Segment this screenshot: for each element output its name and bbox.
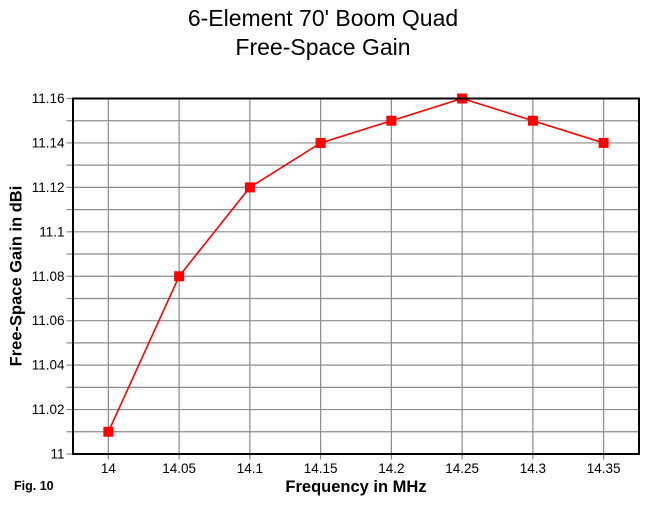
plot-frame	[72, 97, 640, 455]
data-point-marker	[598, 137, 609, 148]
x-tick-label: 14.2	[378, 461, 404, 476]
y-tick-label: 11.06	[32, 313, 65, 328]
chart-title-line1: 6-Element 70' Boom Quad	[187, 5, 459, 31]
data-point-marker	[174, 271, 185, 282]
y-tick-label: 11.08	[32, 269, 65, 284]
x-tick-label: 14.25	[445, 461, 479, 476]
x-axis-title: Frequency in MHz	[285, 478, 427, 496]
data-point-marker	[103, 426, 114, 437]
x-tick-label: 14.15	[304, 461, 338, 476]
y-tick-label: 11.1	[39, 224, 64, 239]
data-point-marker	[386, 115, 397, 126]
y-tick-label: 11.14	[32, 135, 65, 150]
data-point-marker	[315, 137, 326, 148]
y-tick-label: 11	[50, 447, 64, 462]
series-line	[107, 97, 604, 433]
y-tick-label: 11.04	[32, 358, 65, 373]
y-axis-title: Free-Space Gain in dBi	[7, 185, 26, 367]
y-tick-label: 11.16	[32, 91, 65, 106]
chart-title-line2: Free-Space Gain	[235, 34, 411, 60]
figure-caption: Fig. 10	[14, 479, 54, 493]
chart-title: 6-Element 70' Boom Quad Free-Space Gain	[0, 4, 646, 62]
x-tick-label: 14.05	[162, 461, 196, 476]
x-tick-label: 14.3	[520, 461, 546, 476]
x-tick-label: 14.35	[587, 461, 621, 476]
x-tick-label: 14	[101, 461, 117, 476]
x-tick-label: 14.1	[237, 461, 263, 476]
data-point-marker	[527, 115, 538, 126]
y-tick-label: 11.02	[32, 402, 65, 417]
data-point-marker	[244, 182, 255, 193]
y-tick-label: 11.12	[32, 180, 65, 195]
